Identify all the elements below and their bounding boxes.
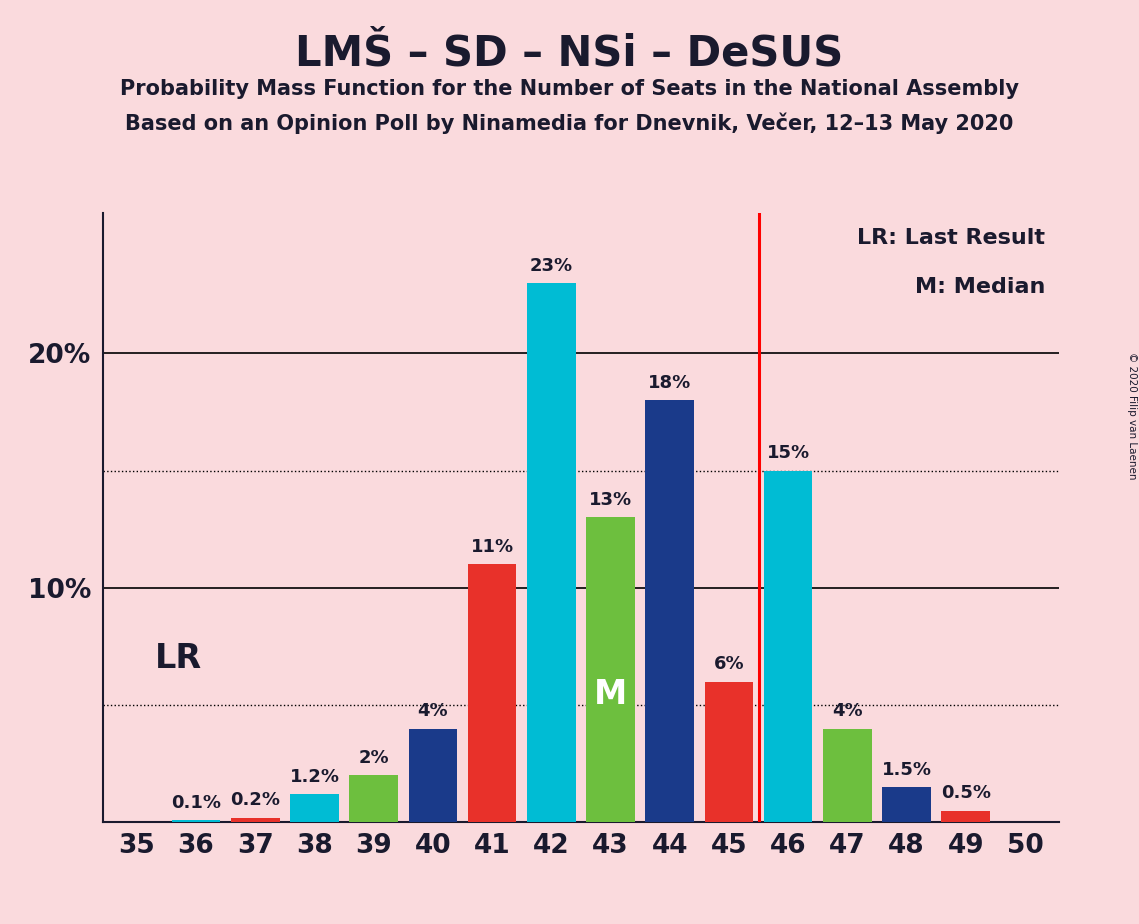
Text: 4%: 4% [831,702,862,721]
Bar [705,682,753,822]
Text: © 2020 Filip van Laenen: © 2020 Filip van Laenen [1126,352,1137,480]
Bar [409,728,457,822]
Text: 15%: 15% [767,444,810,462]
Bar [823,728,871,822]
Bar [587,517,634,822]
Text: LMŠ – SD – NSi – DeSUS: LMŠ – SD – NSi – DeSUS [295,32,844,74]
Text: 18%: 18% [648,374,691,392]
Bar [883,787,931,822]
Text: 4%: 4% [418,702,448,721]
Text: 23%: 23% [530,257,573,274]
Text: M: M [593,678,628,711]
Text: 0.5%: 0.5% [941,784,991,802]
Bar [172,820,220,822]
Bar [646,400,694,822]
Text: 11%: 11% [470,538,514,556]
Text: 1.5%: 1.5% [882,761,932,779]
Text: 0.1%: 0.1% [171,794,221,812]
Bar [942,810,990,822]
Bar [350,775,398,822]
Text: LR: LR [155,641,202,675]
Bar [231,818,279,822]
Bar [527,283,575,822]
Text: Probability Mass Function for the Number of Seats in the National Assembly: Probability Mass Function for the Number… [120,79,1019,99]
Text: 2%: 2% [359,749,390,767]
Text: LR: Last Result: LR: Last Result [857,227,1044,248]
Text: 1.2%: 1.2% [289,768,339,786]
Bar [468,565,516,822]
Bar [290,795,338,822]
Text: M: Median: M: Median [915,276,1044,297]
Text: Based on an Opinion Poll by Ninamedia for Dnevnik, Večer, 12–13 May 2020: Based on an Opinion Poll by Ninamedia fo… [125,113,1014,134]
Text: 13%: 13% [589,492,632,509]
Bar [764,470,812,822]
Text: 0.2%: 0.2% [230,792,280,809]
Text: 6%: 6% [714,655,744,674]
